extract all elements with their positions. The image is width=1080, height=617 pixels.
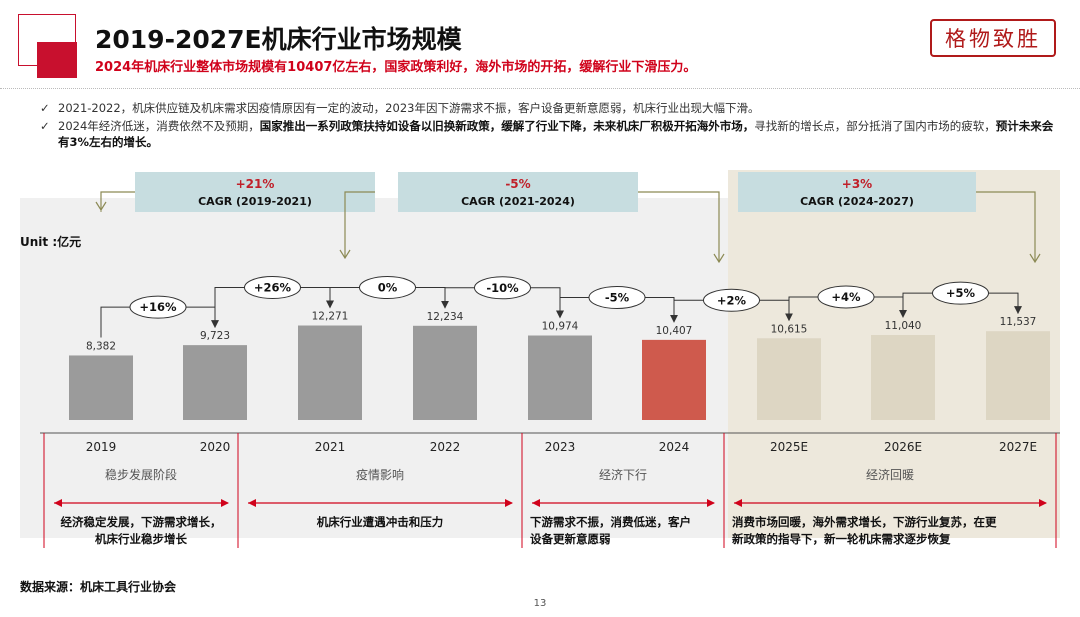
bullet-text: 2021-2022，机床供应链及机床需求因疫情原因有一定的波动，2023年因下游… (58, 101, 760, 115)
bar-2026E (871, 334, 935, 420)
growth-label: +16% (139, 300, 177, 314)
x-tick-label: 2023 (545, 440, 576, 454)
cagr-value: +3% (842, 177, 872, 191)
growth-badge (244, 276, 301, 300)
phase-range-arrow-left (734, 499, 742, 507)
x-tick-label: 2024 (659, 440, 690, 454)
growth-label: -5% (605, 291, 630, 305)
data-label: 10,407 (656, 325, 693, 337)
growth-label: -10% (486, 281, 519, 295)
bar-2021 (298, 325, 362, 420)
growth-badge (474, 276, 531, 300)
cagr-value: +21% (236, 177, 275, 191)
bar-2022 (413, 325, 477, 420)
phase-description: 设备更新意愿弱 (530, 532, 611, 546)
phase-description: 机床行业遭遇冲击和压力 (317, 515, 444, 529)
checkmark-icon: ✓ (40, 101, 50, 115)
growth-badge (932, 281, 989, 305)
phase-range-arrow-left (532, 499, 540, 507)
data-label: 12,234 (427, 311, 464, 323)
cagr-connector (638, 191, 720, 262)
decorative-square-solid (37, 42, 77, 78)
phase-name: 稳步发展阶段 (105, 467, 177, 482)
divider (0, 88, 1080, 89)
data-label: 8,382 (86, 340, 116, 352)
growth-badge (703, 288, 760, 312)
data-label: 11,040 (885, 320, 922, 332)
bullet-text-bold: 预计未来会有3%左右的增长。 (58, 119, 1054, 149)
cagr-connector (976, 191, 1036, 262)
growth-badge (817, 285, 875, 309)
cagr-connector (344, 191, 375, 258)
bullet-text: 2024年经济低迷，消费依然不及预期， (58, 119, 260, 133)
data-source: 数据来源：机床工具行业协会 (20, 580, 177, 594)
page-subtitle: 2024年机床行业整体市场规模有10407亿左右，国家政策利好，海外市场的开拓，… (95, 60, 697, 75)
data-label: 12,271 (312, 311, 349, 323)
cagr-connector-arrow (713, 253, 725, 264)
data-label: 9,723 (200, 330, 230, 342)
phase-description: 下游需求不振，消费低迷，客户 (530, 515, 691, 529)
growth-label: +4% (831, 290, 861, 304)
bar-2024 (642, 339, 706, 420)
bullet-item: ✓ 2021-2022，机床供应链及机床需求因疫情原因有一定的波动，2023年因… (40, 100, 1058, 116)
growth-label: +5% (946, 286, 976, 300)
page-title: 2019-2027E机床行业市场规模 (95, 25, 462, 54)
phase-name: 疫情影响 (356, 467, 404, 482)
bullet-text: 寻找新的增长点，部分抵消了国内市场的疲软， (754, 119, 996, 133)
bullet-text-bold: 国家推出一系列政策扶持如设备以旧换新政策，缓解了行业下降，未来机床厂积极开拓海外… (259, 119, 755, 133)
phase-range-arrow-left (248, 499, 256, 507)
data-label: 11,537 (1000, 316, 1037, 328)
cagr-box (738, 172, 976, 212)
x-tick-label: 2025E (770, 440, 808, 454)
x-tick-label: 2026E (884, 440, 922, 454)
growth-badge (359, 276, 416, 300)
bar-2023 (528, 335, 592, 420)
growth-badge (588, 286, 646, 310)
cagr-connector-arrow (339, 249, 351, 260)
cagr-connector-arrow (1029, 253, 1041, 264)
phase-name: 经济回暖 (866, 467, 914, 482)
x-tick-label: 2019 (86, 440, 117, 454)
growth-label: +2% (717, 293, 747, 307)
bar-2020 (183, 345, 247, 420)
x-tick-label: 2021 (315, 440, 346, 454)
bullet-item: ✓ 2024年经济低迷，消费依然不及预期，国家推出一系列政策扶持如设备以旧换新政… (40, 118, 1058, 150)
phase-description: 消费市场回暖，海外需求增长，下游行业复苏，在更 (732, 515, 997, 529)
bar-2019 (69, 355, 133, 420)
page-number: 13 (533, 598, 547, 609)
phase-range-arrow-left (54, 499, 62, 507)
cagr-value: -5% (505, 177, 530, 191)
cagr-connector (100, 191, 135, 210)
bar-2025E (757, 338, 821, 420)
unit-label: Unit :亿元 (20, 234, 81, 249)
cagr-label: CAGR (2021-2024) (461, 195, 575, 208)
bar-2027E (986, 331, 1050, 420)
phase-description: 经济稳定发展，下游需求增长， (61, 515, 222, 529)
phase-name: 经济下行 (599, 467, 647, 482)
checkmark-icon: ✓ (40, 119, 50, 133)
growth-badge (129, 295, 187, 319)
growth-label: 0% (378, 281, 398, 295)
growth-label: +26% (254, 281, 292, 295)
x-tick-label: 2020 (200, 440, 231, 454)
brand-logo: 格物致胜 (930, 19, 1056, 57)
cagr-label: CAGR (2019-2021) (198, 195, 312, 208)
x-tick-label: 2027E (999, 440, 1037, 454)
data-label: 10,615 (771, 323, 808, 335)
cagr-label: CAGR (2024-2027) (800, 195, 914, 208)
data-label: 10,974 (542, 321, 579, 333)
cagr-box (135, 172, 375, 212)
cagr-box (398, 172, 638, 212)
phase-description: 机床行业稳步增长 (95, 532, 187, 546)
x-tick-label: 2022 (430, 440, 461, 454)
phase-description: 新政策的指导下，新一轮机床需求逐步恢复 (732, 532, 951, 546)
